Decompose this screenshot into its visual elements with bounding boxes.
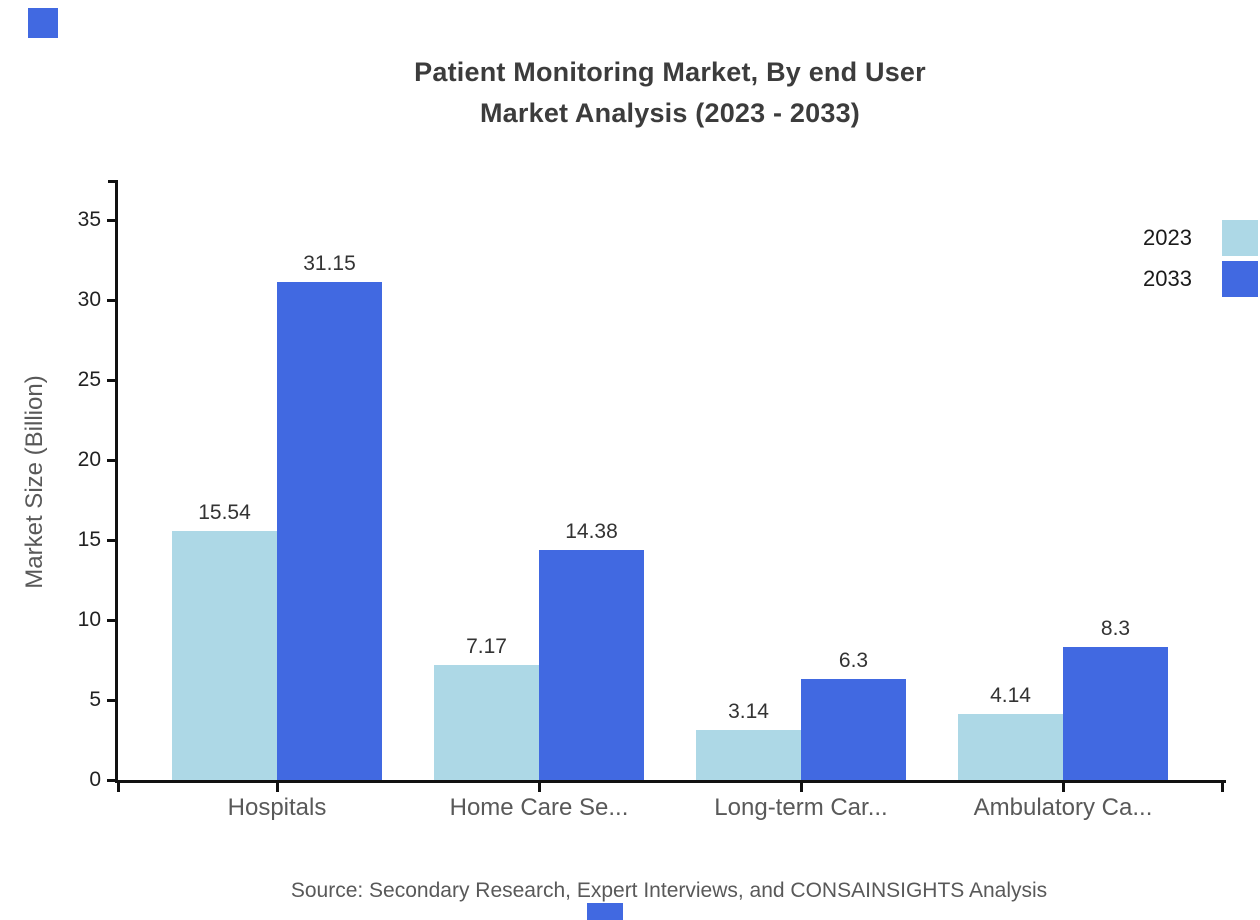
x-outer-tick (1221, 780, 1224, 792)
y-tick-mark (107, 219, 118, 222)
y-tick-label: 25 (77, 368, 101, 391)
value-label-2033-ambulatory-ca: 8.3 (1100, 617, 1131, 640)
y-tick-mark (107, 539, 118, 542)
bar-2023-long-term-car (696, 730, 801, 780)
y-tick-label: 0 (89, 768, 101, 791)
y-tick-mark (107, 699, 118, 702)
x-category-label: Home Care Se... (449, 794, 629, 821)
y-tick-mark (107, 299, 118, 302)
y-axis-line (115, 180, 118, 783)
y-tick-mark (107, 619, 118, 622)
value-label-2033-home-care-se: 14.38 (565, 520, 618, 543)
x-axis-line (115, 780, 1226, 783)
chart-title-line2: Market Analysis (2023 - 2033) (479, 98, 860, 128)
bar-2033-hospitals (277, 282, 382, 780)
value-label-2023-ambulatory-ca: 4.14 (990, 684, 1031, 707)
decor-square-top-left (28, 8, 58, 38)
x-tick-mark (1062, 783, 1065, 792)
legend-label-2023: 2023 (1143, 225, 1192, 250)
legend-label-2033: 2033 (1143, 266, 1192, 291)
y-axis-top-cap (108, 180, 118, 183)
y-tick-mark (107, 379, 118, 382)
y-tick-label: 10 (77, 608, 101, 631)
bar-2023-ambulatory-ca (958, 714, 1063, 780)
x-tick-mark (800, 783, 803, 792)
y-tick-label: 5 (89, 688, 101, 711)
x-category-label: Ambulatory Ca... (973, 794, 1153, 821)
y-tick-label: 30 (77, 288, 101, 311)
legend-swatch-2023 (1222, 220, 1258, 256)
bar-2033-home-care-se (539, 550, 644, 780)
source-note: Source: Secondary Research, Expert Inter… (290, 879, 1048, 902)
x-outer-tick (117, 780, 120, 792)
bar-2033-ambulatory-ca (1063, 647, 1168, 780)
bar-2023-home-care-se (434, 665, 539, 780)
value-label-2023-home-care-se: 7.17 (466, 635, 507, 658)
value-label-2033-hospitals: 31.15 (303, 252, 356, 275)
y-axis-title: Market Size (Billion) (21, 375, 48, 589)
decor-square-bottom (587, 903, 623, 920)
y-tick-mark (107, 779, 118, 782)
x-tick-mark (538, 783, 541, 792)
chart-title-line1: Patient Monitoring Market, By end User (414, 57, 926, 87)
x-category-label: Long-term Car... (714, 794, 888, 821)
value-label-2023-hospitals: 15.54 (198, 501, 251, 524)
y-tick-label: 20 (77, 448, 101, 471)
bar-2023-hospitals (172, 531, 277, 780)
bar-2033-long-term-car (801, 679, 906, 780)
legend-swatch-2033 (1222, 261, 1258, 297)
value-label-2023-long-term-car: 3.14 (728, 700, 769, 723)
chart-title: Patient Monitoring Market, By end User M… (270, 52, 1070, 134)
x-tick-mark (276, 783, 279, 792)
value-label-2033-long-term-car: 6.3 (838, 649, 869, 672)
x-category-label: Hospitals (227, 794, 327, 821)
y-tick-label: 35 (77, 208, 101, 231)
y-tick-mark (107, 459, 118, 462)
y-tick-label: 15 (77, 528, 101, 551)
